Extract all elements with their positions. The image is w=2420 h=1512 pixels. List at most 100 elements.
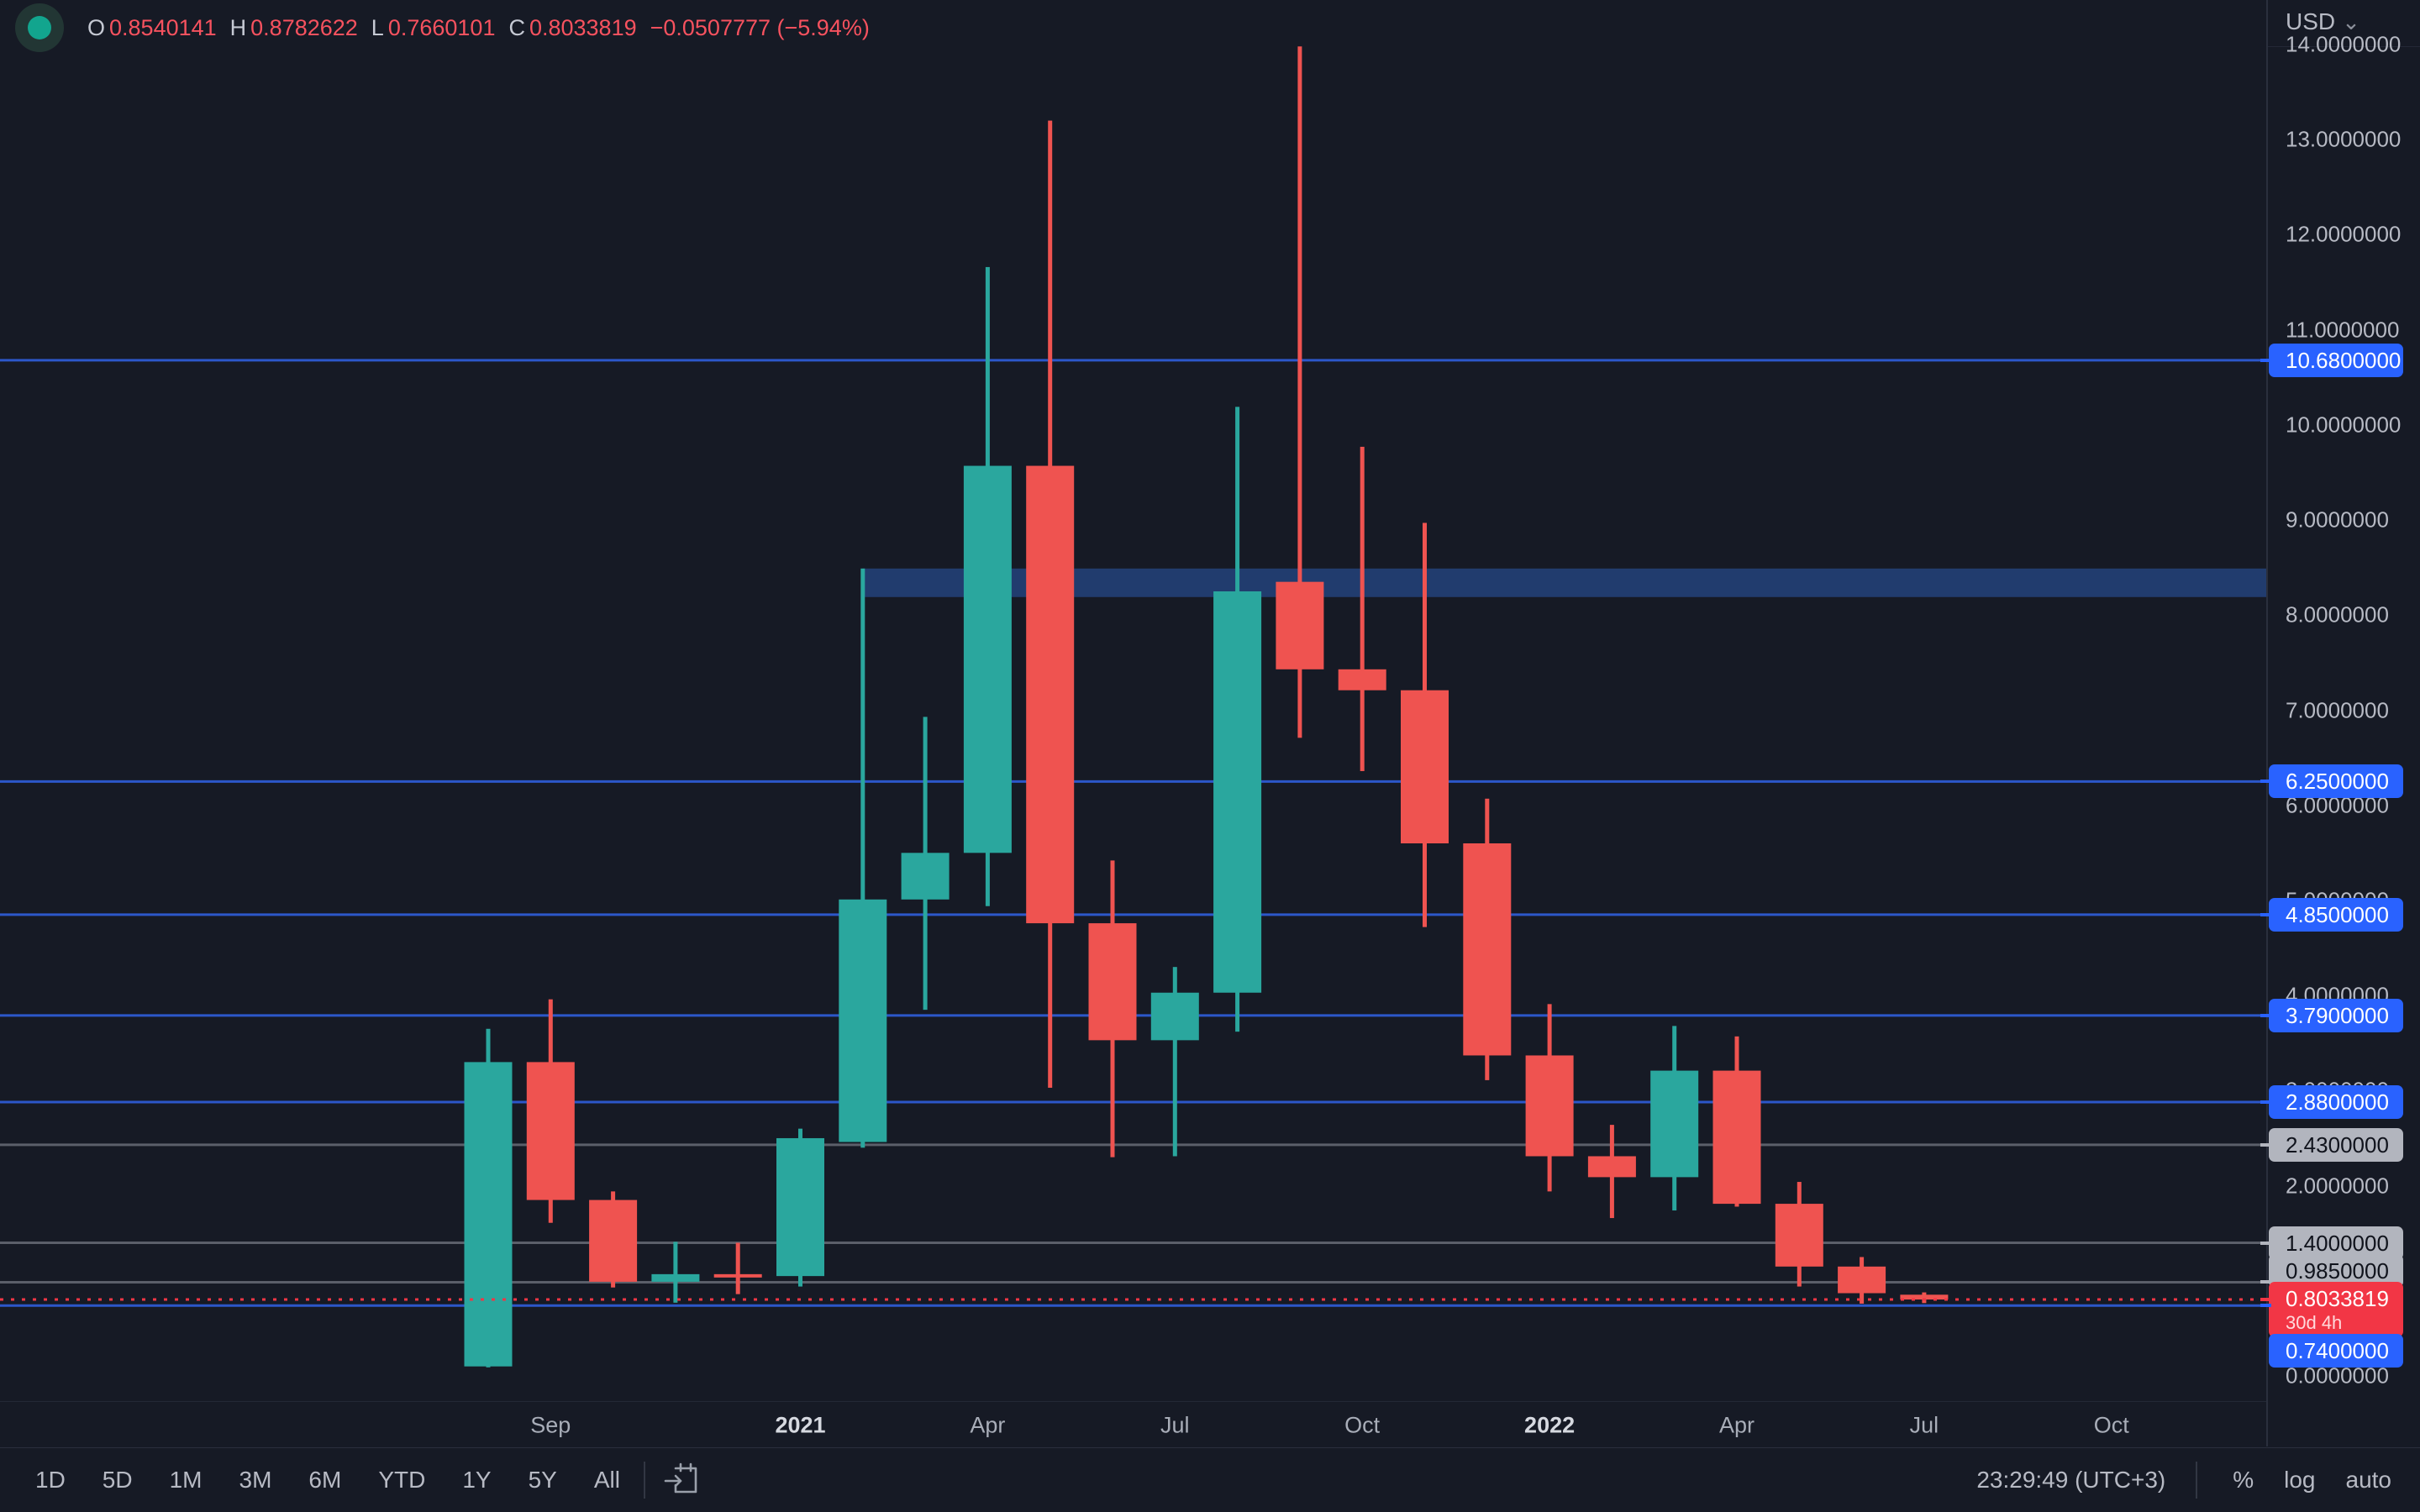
axis-tick-mark — [2260, 1298, 2271, 1302]
symbol-status-icon — [15, 3, 64, 52]
price-badge-0.7400000: 0.7400000 — [2269, 1334, 2403, 1368]
range-buttons: 1D 5D 1M 3M 6M YTD 1Y 5Y All — [29, 1463, 627, 1497]
open-value: 0.8540141 — [109, 14, 217, 40]
price-badge-10.6800000: 10.6800000 — [2269, 343, 2403, 377]
price-tick-11: 11.0000000 — [2286, 317, 2400, 343]
price-badge-label: 3.7900000 — [2286, 1002, 2389, 1028]
range-button-all[interactable]: All — [587, 1463, 627, 1497]
month-label-Jul: Jul — [1909, 1412, 1939, 1437]
symbol-status-dot-icon — [28, 16, 51, 39]
candle-2020-08 — [464, 1028, 513, 1368]
time-axis[interactable]: Sep 2021 Apr Jul Oct 2022 Apr Jul Oct — [0, 1401, 2420, 1448]
year-label-2021: 2021 — [775, 1412, 826, 1437]
price-tick-10: 10.0000000 — [2286, 412, 2402, 438]
price-badge-1.4000000: 1.4000000 — [2269, 1226, 2403, 1260]
candle-2021-09 — [1276, 46, 1324, 738]
price-badge-6.2500000: 6.2500000 — [2269, 764, 2403, 799]
toolbar-divider — [643, 1462, 645, 1499]
scale-mode-buttons: % log auto — [2228, 1463, 2396, 1497]
axis-separator — [2268, 46, 2420, 47]
high-value: 0.8782622 — [250, 14, 358, 40]
month-label-Apr: Apr — [1718, 1412, 1755, 1437]
candle-2020-11 — [651, 1242, 700, 1303]
candle-2022-05 — [1775, 1182, 1823, 1287]
year-label-2022: 2022 — [1524, 1412, 1576, 1437]
price-badge-label: 0.9850000 — [2286, 1258, 2389, 1284]
symbol-legend: O 0.8540141 H 0.8782622 L 0.7660101 C 0.… — [15, 3, 870, 52]
price-tick-2: 2.0000000 — [2286, 1173, 2389, 1199]
candle-2021-02 — [839, 568, 887, 1148]
close-value: 0.8033819 — [529, 14, 637, 40]
month-label-Jul: Jul — [1160, 1412, 1190, 1437]
price-badge-2.8800000: 2.8800000 — [2269, 1084, 2403, 1119]
price-axis[interactable]: USD ⌄ 14.0000000 13.0000000 12.0000000 11.0… — [2260, 0, 2420, 1446]
range-button-3m[interactable]: 3M — [233, 1463, 279, 1497]
chevron-down-icon: ⌄ — [2342, 9, 2360, 34]
scale-mode-button-percent[interactable]: % — [2228, 1463, 2259, 1497]
axis-tick-mark — [2260, 780, 2271, 784]
candle-2022-01 — [1525, 1004, 1574, 1192]
price-badge-2.4300000: 2.4300000 — [2269, 1127, 2403, 1162]
candle-2020-09 — [526, 999, 575, 1223]
month-label-Oct: Oct — [1344, 1412, 1381, 1437]
price-tick-7: 7.0000000 — [2286, 697, 2389, 722]
axis-tick-mark — [2260, 358, 2271, 362]
axis-tick-mark — [2260, 912, 2271, 916]
axis-tick-mark — [2260, 1304, 2271, 1308]
price-badge-label: 10.6800000 — [2286, 347, 2402, 373]
candle-2021-12 — [1463, 798, 1512, 1080]
candle-2022-07 — [1900, 1292, 1949, 1304]
price-badge-4.8500000: 4.8500000 — [2269, 897, 2403, 932]
countdown-label: 30d 4h — [2286, 1312, 2343, 1333]
price-tick-13: 13.0000000 — [2286, 126, 2402, 152]
price-badge-label: 0.7400000 — [2286, 1338, 2389, 1363]
calendar-arrow-icon — [664, 1462, 697, 1494]
price-badge-3.7900000: 3.7900000 — [2269, 998, 2403, 1032]
price-tick-14: 14.0000000 — [2286, 31, 2402, 57]
high-label: H — [229, 14, 247, 40]
range-button-1d[interactable]: 1D — [29, 1463, 72, 1497]
candle-2021-11 — [1401, 522, 1449, 927]
bottom-toolbar: 1D 5D 1M 3M 6M YTD 1Y 5Y All 23:29:49 (UTC+3) % l… — [0, 1447, 2420, 1512]
candle-2022-02 — [1587, 1125, 1636, 1219]
currency-label: USD — [2286, 8, 2336, 34]
candle-2022-04 — [1712, 1036, 1761, 1207]
range-button-1y[interactable]: 1Y — [455, 1463, 497, 1497]
candle-2021-03 — [901, 717, 950, 1011]
range-button-ytd[interactable]: YTD — [371, 1463, 432, 1497]
axis-tick-mark — [2260, 1013, 2271, 1017]
price-tick-12: 12.0000000 — [2286, 221, 2402, 247]
range-button-5y[interactable]: 5Y — [522, 1463, 564, 1497]
range-button-5d[interactable]: 5D — [96, 1463, 139, 1497]
price-badge-label: 4.8500000 — [2286, 901, 2389, 927]
candle-2022-06 — [1838, 1257, 1886, 1304]
candle-2021-01 — [776, 1128, 824, 1287]
currency-dropdown[interactable]: USD ⌄ — [2286, 8, 2360, 35]
range-button-6m[interactable]: 6M — [302, 1463, 348, 1497]
scale-mode-button-log[interactable]: log — [2279, 1463, 2320, 1497]
toolbar-divider — [2196, 1462, 2198, 1499]
axis-tick-mark — [2260, 1241, 2271, 1245]
month-label-Apr: Apr — [970, 1412, 1006, 1437]
price-badge-label: 0.8033819 — [2286, 1286, 2389, 1311]
candle-2021-04 — [963, 266, 1012, 906]
supply-zone[interactable] — [862, 568, 2266, 597]
close-label: C — [508, 14, 525, 40]
low-label: L — [371, 14, 384, 40]
go-to-date-button[interactable] — [662, 1460, 702, 1500]
price-tick-8: 8.0000000 — [2286, 601, 2389, 627]
axis-tick-mark — [2260, 1100, 2271, 1104]
candle-2021-08 — [1213, 407, 1262, 1032]
low-value: 0.7660101 — [387, 14, 496, 40]
price-tick-9: 9.0000000 — [2286, 507, 2389, 533]
open-label: O — [87, 14, 106, 40]
price-badge-label: 2.8800000 — [2286, 1089, 2389, 1115]
range-button-1m[interactable]: 1M — [163, 1463, 209, 1497]
candle-2022-03 — [1650, 1026, 1699, 1211]
session-clock[interactable]: 23:29:49 (UTC+3) — [1976, 1467, 2166, 1493]
month-label-Sep: Sep — [530, 1412, 571, 1437]
axis-tick-mark — [2260, 1142, 2271, 1147]
scale-mode-button-auto[interactable]: auto — [2341, 1463, 2397, 1497]
